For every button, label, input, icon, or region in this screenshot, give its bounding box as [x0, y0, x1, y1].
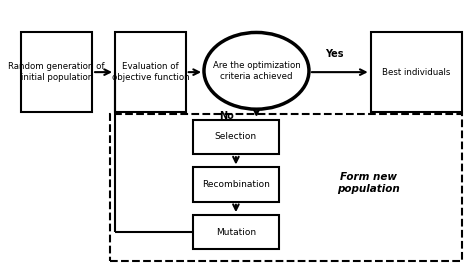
Text: Recombination: Recombination [202, 180, 270, 189]
Ellipse shape [204, 32, 309, 109]
Text: Mutation: Mutation [216, 228, 256, 237]
Text: Selection: Selection [215, 132, 257, 142]
Text: Form new
population: Form new population [337, 172, 400, 194]
FancyBboxPatch shape [192, 120, 279, 154]
Text: Random generation of
initial population: Random generation of initial population [9, 63, 105, 82]
FancyBboxPatch shape [192, 167, 279, 202]
FancyBboxPatch shape [115, 32, 186, 112]
FancyBboxPatch shape [371, 32, 462, 112]
Text: Are the optimization
criteria achieved: Are the optimization criteria achieved [213, 61, 301, 81]
FancyBboxPatch shape [192, 215, 279, 250]
Text: Best individuals: Best individuals [382, 68, 450, 77]
Text: No: No [219, 111, 234, 121]
Text: Yes: Yes [325, 49, 343, 59]
Text: Evaluation of
objective function: Evaluation of objective function [111, 63, 189, 82]
FancyBboxPatch shape [21, 32, 92, 112]
